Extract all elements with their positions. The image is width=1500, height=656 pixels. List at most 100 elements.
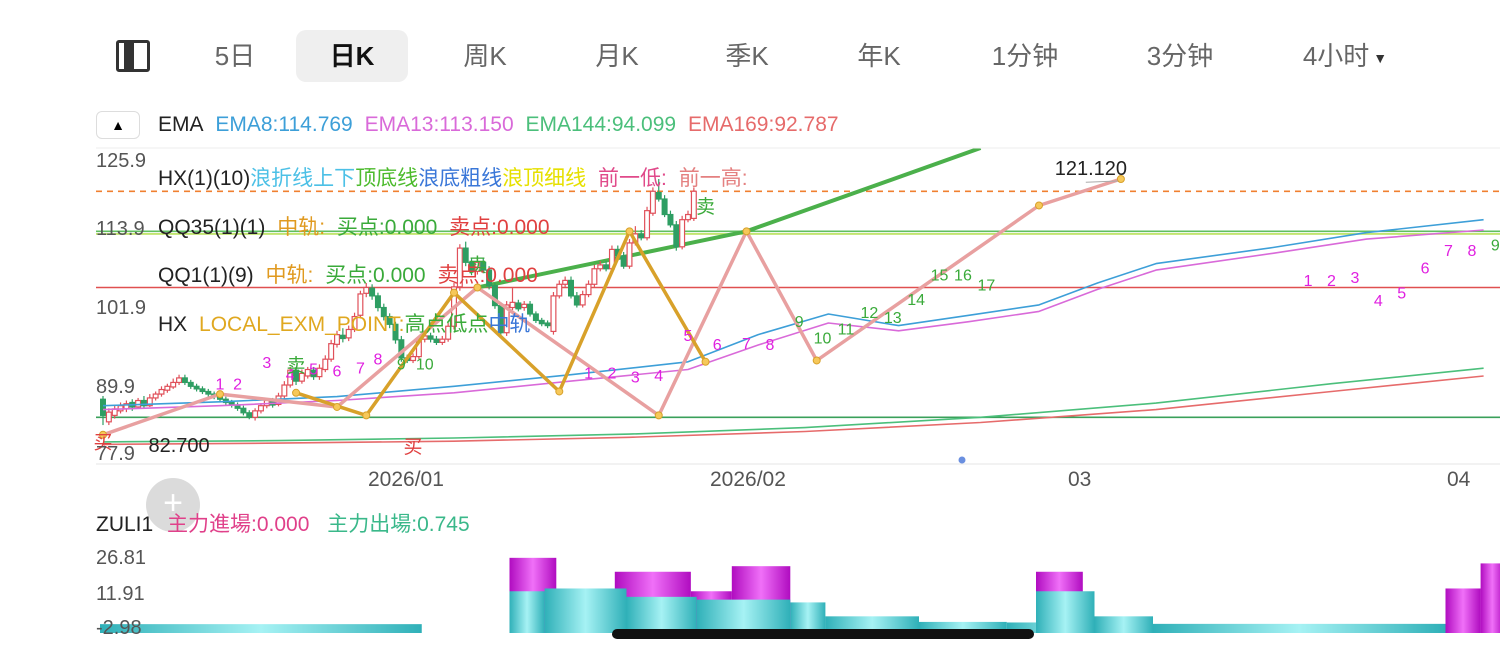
y-tick-label: 89.9	[96, 376, 135, 398]
qq35-legend[interactable]: QQ35(1)(1) 中轨: 买点:0.000 卖点:0.000	[158, 211, 556, 241]
x-tick-label: 2026/02	[710, 468, 786, 491]
tab-5day[interactable]: 5日	[214, 41, 256, 71]
x-tick-label: 04	[1447, 468, 1471, 491]
sell-signal: 卖	[287, 355, 306, 377]
hx-local-mid: 中轨	[488, 313, 531, 336]
tab-4hour-dropdown[interactable]: 4小时 ▼	[1290, 30, 1400, 82]
plus-icon: +	[163, 484, 183, 522]
candle-body	[386, 315, 393, 325]
candle-body	[433, 338, 440, 343]
count-label: 9	[1491, 238, 1500, 255]
zuli-legend[interactable]: ZULI1 主力進場:0.000 主力出場:0.745	[96, 508, 470, 538]
layout-frame	[116, 40, 150, 72]
y-tick-label: 77.9	[96, 443, 135, 465]
qq1-legend[interactable]: QQ1(1)(9) 中轨: 买点:0.000 卖点:0.000	[158, 259, 544, 289]
hx-name: HX(1)(10)	[158, 167, 251, 190]
tab-1min[interactable]: 1分钟	[991, 41, 1059, 71]
qq35-sell: 卖点:0.000	[449, 216, 550, 239]
pivot-dot	[333, 402, 341, 411]
tab-3min[interactable]: 3分钟	[1146, 41, 1214, 71]
pivot-dot	[625, 227, 634, 236]
zuli-name: ZULI1	[96, 513, 154, 536]
candle-body	[690, 190, 697, 219]
tab-monthly-k[interactable]: 月K	[595, 41, 639, 71]
candle-body	[316, 367, 323, 378]
ema144-line	[102, 367, 1484, 443]
add-indicator-button[interactable]: +	[146, 478, 200, 532]
triangle-up-icon: ▲	[111, 117, 125, 133]
candle-body	[351, 315, 358, 331]
pivot-dot	[742, 227, 751, 236]
zuli-histogram[interactable]	[0, 536, 1500, 656]
layout-pane	[124, 43, 134, 70]
layout-toggle-icon[interactable]	[116, 40, 154, 76]
period-tabs: 5日 日K 周K 月K 季K 年K 1分钟 3分钟 4小时 ▼	[0, 30, 1500, 86]
exit-bar	[790, 602, 826, 633]
exit-bar	[1094, 616, 1153, 633]
collapse-indicators-button[interactable]: ▲	[96, 111, 140, 139]
candle-body	[562, 279, 569, 285]
tab-quarterly-k[interactable]: 季K	[725, 41, 769, 71]
candle-body	[152, 393, 159, 399]
candle-body	[287, 369, 294, 386]
candle-body	[591, 268, 598, 285]
hx-local-legend[interactable]: HX LOCAL_EXM_POINT:高点低点中轨	[158, 308, 536, 338]
count-label: 7	[1444, 243, 1453, 260]
x-tick-label: 03	[1068, 468, 1092, 491]
ema-legend[interactable]: EMA EMA8:114.769 EMA13:113.150 EMA144:94…	[158, 113, 845, 137]
zuli-entry: 主力進場:0.000	[167, 513, 310, 536]
candle-body	[199, 388, 206, 393]
zuli-exit: 主力出場:0.745	[327, 513, 470, 536]
candle-body	[193, 385, 200, 390]
candle-body	[684, 213, 691, 221]
high-price-label: 121.120	[1055, 158, 1127, 180]
candle-body	[550, 295, 557, 333]
hx-local-point: LOCAL_EXM_POINT:	[199, 313, 405, 336]
candle-body	[679, 219, 686, 248]
sell-signal: 卖	[696, 196, 715, 218]
hx-prev-low: 前一低:	[598, 167, 667, 190]
exit-bar	[544, 588, 627, 633]
y-tick-label: 125.9	[96, 150, 147, 172]
tab-daily-k[interactable]: 日K	[296, 30, 408, 82]
count-label: 5	[684, 328, 693, 345]
count-label: 11	[838, 322, 855, 339]
candle-body	[357, 293, 364, 316]
tab-yearly-k[interactable]: 年K	[857, 41, 901, 71]
candle-body	[521, 303, 528, 309]
count-label: 1	[1304, 273, 1313, 290]
candle-body	[620, 255, 627, 267]
candle-body	[176, 377, 183, 384]
count-label: 3	[631, 369, 640, 386]
candle-body	[567, 279, 574, 297]
exit-bar	[696, 599, 791, 633]
candle-body	[468, 261, 475, 272]
candle-body	[462, 247, 469, 263]
qq35-mid: 中轨:	[277, 216, 326, 239]
hx-prev-high: 前一高:	[678, 167, 748, 190]
tab-weekly-k[interactable]: 周K	[463, 41, 507, 71]
ema-name: EMA	[158, 113, 204, 136]
candle-body	[158, 388, 165, 395]
hx-legend[interactable]: HX(1)(10)浪折线上下顶底线浪底粗线浪顶细线 前一低: 前一高:	[158, 162, 754, 192]
candle-body	[667, 213, 674, 226]
qq35-name: QQ35(1)(1)	[158, 216, 266, 239]
exit-bar	[100, 624, 422, 633]
count-label: 7	[742, 336, 751, 353]
pivot-dot	[812, 356, 821, 365]
count-label: 2	[233, 377, 242, 394]
scroll-indicator-dot	[958, 456, 966, 464]
qq1-name: QQ1(1)(9)	[158, 264, 254, 287]
candle-body	[573, 295, 580, 306]
count-label: 4	[1374, 293, 1383, 310]
hx-top-bottom-label: 顶底线	[355, 167, 419, 190]
pivot-dot	[473, 283, 482, 292]
candle-body	[140, 399, 147, 407]
candle-body	[603, 264, 610, 270]
candle-body	[246, 412, 253, 418]
count-label: 7	[356, 360, 365, 377]
count-label: 8	[1467, 243, 1476, 260]
count-label: 6	[713, 337, 722, 354]
